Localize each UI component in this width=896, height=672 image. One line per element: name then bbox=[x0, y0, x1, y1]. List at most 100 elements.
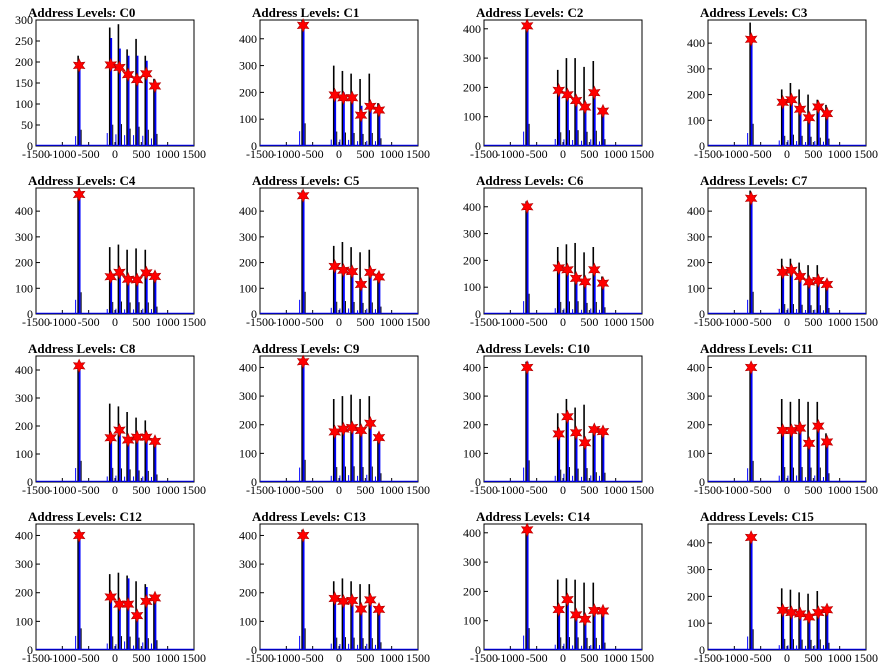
x-tick-label: -1000 bbox=[48, 147, 76, 161]
peak-star-marker bbox=[744, 191, 758, 206]
chart-title: Address Levels: C5 bbox=[252, 173, 360, 188]
x-tick-label: -500 bbox=[302, 147, 324, 161]
y-tick-label: 400 bbox=[15, 204, 33, 218]
x-tick-label: 500 bbox=[132, 147, 150, 161]
peak-star-marker bbox=[776, 423, 790, 438]
peak-star-marker bbox=[793, 420, 807, 436]
plot-frame bbox=[259, 523, 419, 651]
y-tick-label: 200 bbox=[687, 88, 705, 102]
peak-star-marker bbox=[802, 110, 816, 125]
y-tick-label: 250 bbox=[15, 34, 33, 48]
peak-star-marker bbox=[364, 592, 377, 608]
peak-star-marker bbox=[148, 269, 162, 284]
x-tick-label: 500 bbox=[356, 315, 374, 329]
x-tick-label: 1500 bbox=[406, 147, 430, 161]
y-tick-label: 400 bbox=[239, 360, 257, 374]
chart-title: Address Levels: C12 bbox=[28, 509, 142, 524]
peak-star-marker bbox=[148, 434, 162, 449]
x-tick-label: 1500 bbox=[182, 483, 206, 497]
y-tick-label: 300 bbox=[687, 389, 705, 403]
y-tick-label: 100 bbox=[687, 616, 705, 630]
x-tick-label: -1500 bbox=[22, 315, 50, 329]
y-tick-label: 300 bbox=[239, 59, 257, 73]
x-tick-label: 0 bbox=[336, 651, 342, 665]
y-tick-label: 0 bbox=[27, 307, 33, 321]
x-tick-label: -500 bbox=[526, 483, 548, 497]
plot-frame bbox=[483, 187, 643, 315]
x-tick-label: -500 bbox=[78, 315, 100, 329]
peak-star-marker bbox=[121, 596, 135, 612]
x-tick-label: -500 bbox=[526, 651, 548, 665]
plot-frame bbox=[259, 187, 419, 315]
y-tick-label: 100 bbox=[15, 97, 33, 111]
x-tick-label: -1000 bbox=[720, 315, 748, 329]
y-tick-label: 100 bbox=[15, 281, 33, 295]
y-tick-label: 200 bbox=[687, 418, 705, 432]
x-tick-label: 1500 bbox=[630, 147, 654, 161]
y-tick-label: 300 bbox=[239, 557, 257, 571]
peak-star-marker bbox=[130, 272, 144, 288]
peak-star-marker bbox=[296, 528, 310, 543]
y-tick-label: 0 bbox=[699, 139, 705, 153]
peak-star-marker bbox=[569, 271, 583, 286]
x-tick-label: 1000 bbox=[380, 483, 404, 497]
peak-star-marker bbox=[578, 611, 592, 627]
chart-title: Address Levels: C9 bbox=[252, 341, 360, 356]
chart-title: Address Levels: C14 bbox=[476, 509, 590, 524]
peak-star-marker bbox=[354, 107, 368, 123]
peak-star-marker bbox=[520, 360, 534, 375]
x-tick-label: 500 bbox=[132, 315, 150, 329]
y-tick-label: 200 bbox=[239, 586, 257, 600]
x-tick-label: 500 bbox=[804, 147, 822, 161]
x-tick-label: -1000 bbox=[272, 483, 300, 497]
y-tick-label: 200 bbox=[463, 80, 481, 94]
x-tick-label: -1500 bbox=[694, 147, 722, 161]
chart-title: Address Levels: C4 bbox=[28, 173, 136, 188]
chart-title: Address Levels: C7 bbox=[700, 173, 808, 188]
x-tick-label: 1500 bbox=[854, 147, 878, 161]
plot-frame bbox=[35, 355, 195, 483]
subplot-1: Address Levels: C1 0 100 200 300 400 -1500-100… bbox=[239, 5, 430, 161]
x-tick-label: -500 bbox=[302, 315, 324, 329]
peak-star-marker bbox=[569, 93, 583, 108]
y-tick-label: 200 bbox=[463, 584, 481, 598]
y-tick-label: 0 bbox=[251, 139, 257, 153]
subplot-4: Address Levels: C4 0 100 200 300 400 -1500-100… bbox=[15, 173, 206, 329]
x-tick-label: 500 bbox=[580, 147, 598, 161]
x-tick-label: 1500 bbox=[854, 651, 878, 665]
x-tick-label: 1000 bbox=[604, 315, 628, 329]
peak-star-marker bbox=[104, 57, 118, 73]
peak-star-marker bbox=[520, 199, 534, 215]
y-tick-label: 300 bbox=[687, 563, 705, 577]
subplot-8: Address Levels: C8 0 100 200 300 400 -1500-100… bbox=[15, 341, 206, 497]
subplot-13: Address Levels: C13 0 100 200 300 400 -1500-10… bbox=[239, 509, 430, 665]
y-tick-label: 0 bbox=[251, 475, 257, 489]
peak-star-marker bbox=[561, 262, 574, 278]
x-tick-label: 1500 bbox=[854, 315, 878, 329]
y-tick-label: 400 bbox=[239, 32, 257, 46]
peak-star-marker bbox=[113, 422, 126, 438]
subplot-12: Address Levels: C12 0 100 200 300 400 -1500-10… bbox=[15, 509, 206, 665]
peak-star-marker bbox=[588, 603, 601, 618]
x-tick-label: 1000 bbox=[156, 651, 180, 665]
y-tick-label: 400 bbox=[687, 536, 705, 550]
x-tick-label: -500 bbox=[302, 651, 324, 665]
peak-star-marker bbox=[561, 592, 574, 607]
peak-star-marker bbox=[345, 90, 359, 105]
x-tick-label: 0 bbox=[560, 483, 566, 497]
peak-star-marker bbox=[345, 420, 359, 435]
peak-star-marker bbox=[345, 264, 359, 279]
y-tick-label: 200 bbox=[239, 418, 257, 432]
x-tick-label: -1000 bbox=[272, 651, 300, 665]
y-tick-label: 300 bbox=[15, 13, 33, 27]
y-tick-label: 300 bbox=[463, 389, 481, 403]
peak-star-marker bbox=[520, 18, 534, 34]
peak-star-marker bbox=[140, 66, 153, 82]
x-tick-label: -1500 bbox=[470, 147, 498, 161]
x-tick-label: -1500 bbox=[246, 315, 274, 329]
peak-star-marker bbox=[72, 528, 86, 543]
chart-title: Address Levels: C3 bbox=[700, 5, 808, 20]
x-tick-label: 0 bbox=[560, 147, 566, 161]
y-tick-label: 50 bbox=[21, 118, 33, 132]
peak-star-marker bbox=[569, 607, 583, 623]
